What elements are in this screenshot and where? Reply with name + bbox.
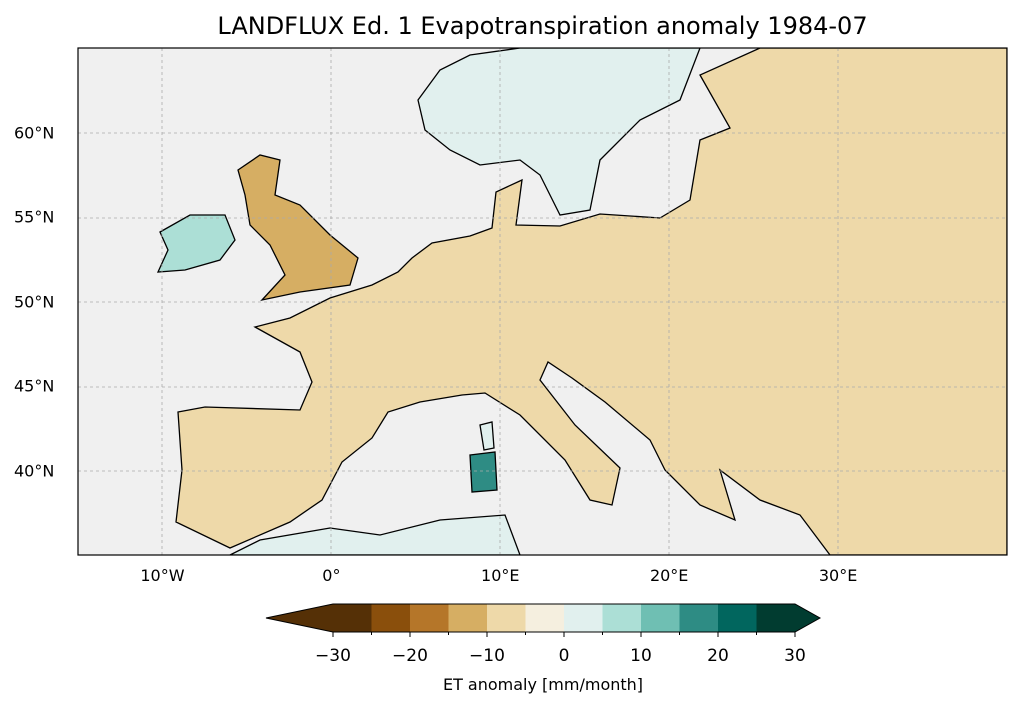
colorbar-bin [756,604,796,632]
colorbar-bin [448,604,488,632]
y-tick-label: 60°N [14,123,55,142]
y-tick-label: 45°N [14,376,55,396]
gridlines [78,48,1007,555]
colorbar-extend-low [266,604,333,632]
colorbar-bin [602,604,642,632]
x-tick-label: 10°W [140,566,185,585]
colorbar-label: ET anomaly [mm/month] [442,675,644,694]
x-tick-label: 0° [322,566,341,585]
colorbar-bin [525,604,565,632]
colorbar-tick-label: 30 [784,646,806,666]
colorbar-tick-label: −10 [469,646,505,666]
colorbar-extend-high [795,604,820,632]
y-tick-label: 50°N [14,292,55,311]
colorbar [265,603,822,637]
colorbar-bin [679,604,719,632]
colorbar-tick-label: 10 [630,646,652,666]
colorbar-bin [333,604,372,632]
x-tick-label: 30°E [818,566,858,585]
colorbar-tick-label: −20 [392,646,428,666]
colorbar-bin [718,604,757,632]
map-frame [77,47,1008,556]
colorbar-bin [564,604,603,632]
north-sea [362,180,492,260]
colorbar-bin [410,604,449,632]
colorbar-tick-label: 20 [707,646,729,666]
colorbar-bin [371,604,411,632]
map-title: LANDFLUX Ed. 1 Evapotranspiration anomal… [217,12,868,40]
x-tick-label: 10°E [481,566,520,585]
colorbar-bin [641,604,680,632]
colorbar-tick-label: 0 [558,646,570,666]
y-tick-label: 40°N [14,461,55,480]
x-tick-label: 20°E [649,566,689,585]
colorbar-bin [487,604,526,632]
colorbar-tick-label: −30 [315,646,351,666]
y-tick-label: 55°N [14,207,55,227]
